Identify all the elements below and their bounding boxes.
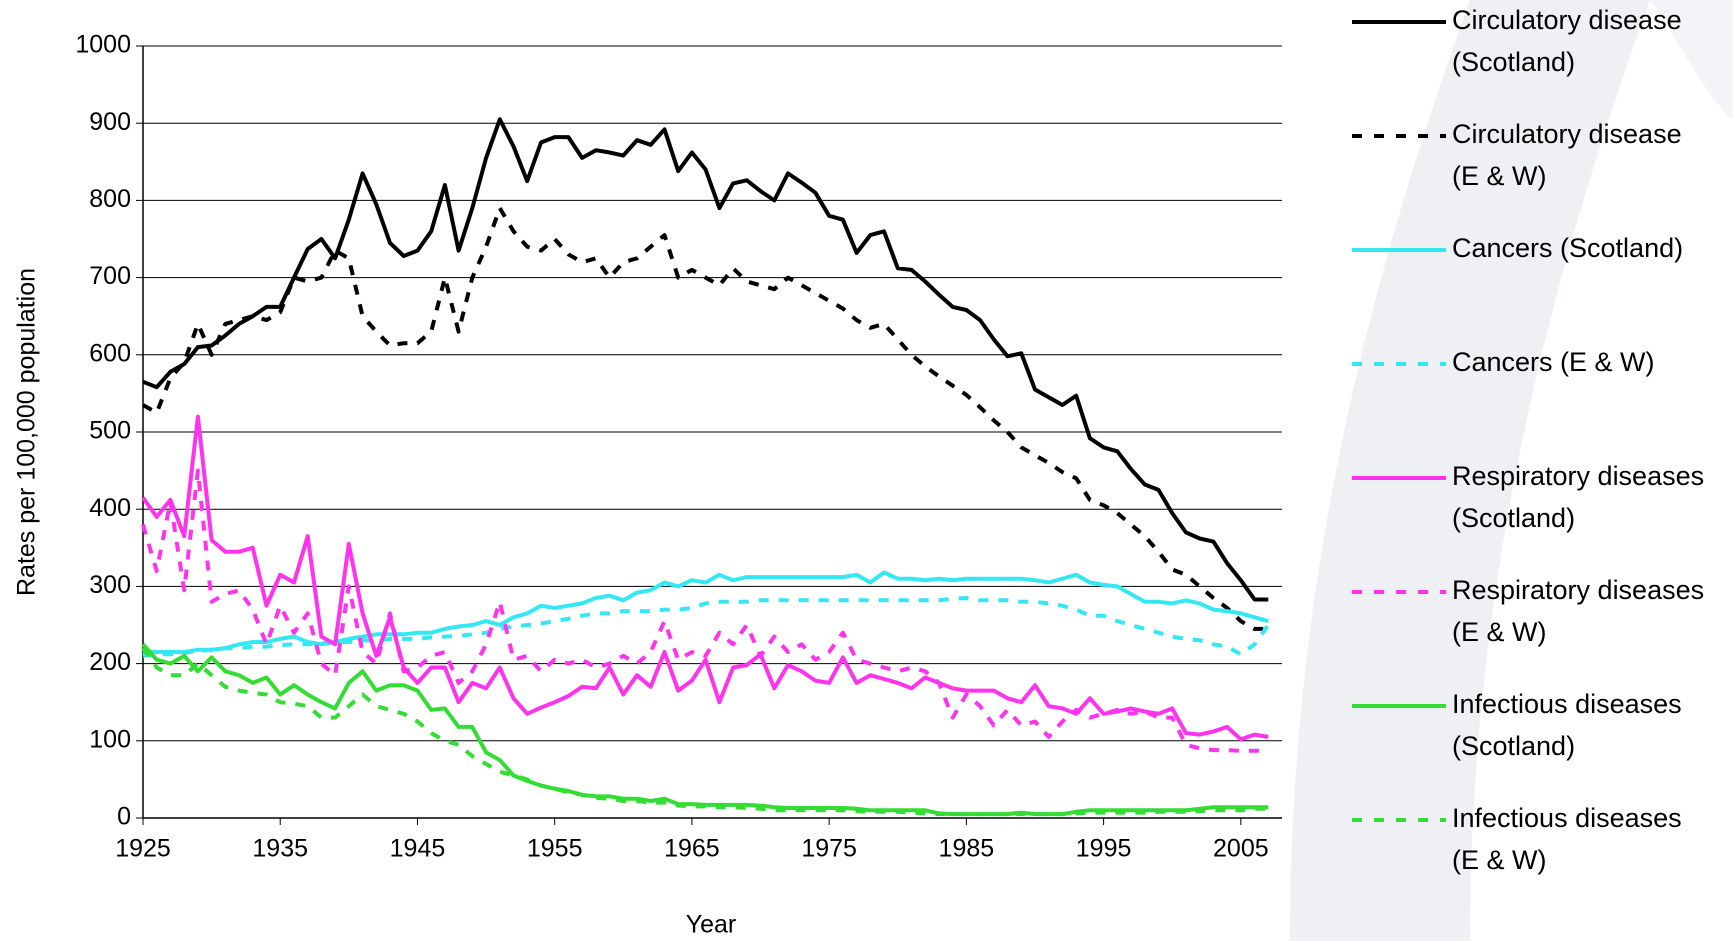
y-tick-label: 900 (89, 108, 131, 136)
x-tick-label: 1945 (390, 835, 446, 863)
legend-label-line: Infectious diseases (1452, 689, 1682, 719)
x-axis-label: Year (686, 911, 737, 939)
legend-label: Respiratory diseases (E & W) (1452, 575, 1704, 647)
y-tick-label: 0 (117, 803, 131, 831)
y-tick-label: 1000 (75, 31, 131, 59)
legend-label-line: (E & W) (1452, 161, 1547, 191)
x-tick-label: 1965 (664, 835, 720, 863)
legend-label-line: (Scotland) (1452, 503, 1575, 533)
legend-label-line: (E & W) (1452, 845, 1547, 875)
x-tick-label: 1995 (1076, 835, 1132, 863)
y-tick-label: 500 (89, 417, 131, 445)
x-tick-label: 1975 (801, 835, 857, 863)
legend-label-line: Respiratory diseases (1452, 461, 1704, 491)
legend-label-line: Infectious diseases (1452, 803, 1682, 833)
x-tick-label: 1925 (115, 835, 171, 863)
y-tick-label: 700 (89, 262, 131, 290)
legend-label: Infectious diseases (Scotland) (1452, 689, 1682, 761)
series-line (141, 647, 1269, 817)
legend-label-line: (Scotland) (1452, 47, 1575, 77)
y-tick-label: 200 (89, 648, 131, 676)
legend-label: Circulatory disease (Scotland) (1452, 5, 1682, 77)
legend-label-line: Circulatory disease (1452, 5, 1682, 35)
y-tick-label: 100 (89, 725, 131, 753)
x-tick-label: 1985 (939, 835, 995, 863)
watermark (1650, 0, 1733, 120)
y-axis-label: Rates per 100,000 population (13, 268, 41, 596)
y-tick-label: 400 (89, 494, 131, 522)
x-tick-label: 1935 (252, 835, 308, 863)
legend-label: Cancers (Scotland) (1452, 233, 1683, 263)
legend-label: Circulatory disease (E & W) (1452, 119, 1682, 191)
series-line (142, 117, 1269, 602)
legend-label-line: Respiratory diseases (1452, 575, 1704, 605)
legend-label: Infectious diseases (E & W) (1452, 803, 1682, 875)
series-line (141, 468, 1269, 753)
y-tick-label: 600 (89, 339, 131, 367)
y-tick-label: 300 (89, 571, 131, 599)
y-tick-label: 800 (89, 185, 131, 213)
x-tick-label: 2005 (1213, 835, 1269, 863)
legend-label-line: (E & W) (1452, 617, 1547, 647)
legend-label: Respiratory diseases (Scotland) (1452, 461, 1704, 533)
series-line (141, 414, 1269, 742)
legend-label-line: Circulatory disease (1452, 119, 1682, 149)
legend-label-line: (Scotland) (1452, 731, 1575, 761)
series-line (143, 570, 1269, 654)
x-tick-label: 1955 (527, 835, 583, 863)
legend-label: Cancers (E & W) (1452, 347, 1655, 377)
series-line (141, 642, 1269, 817)
series-line (142, 206, 1269, 631)
